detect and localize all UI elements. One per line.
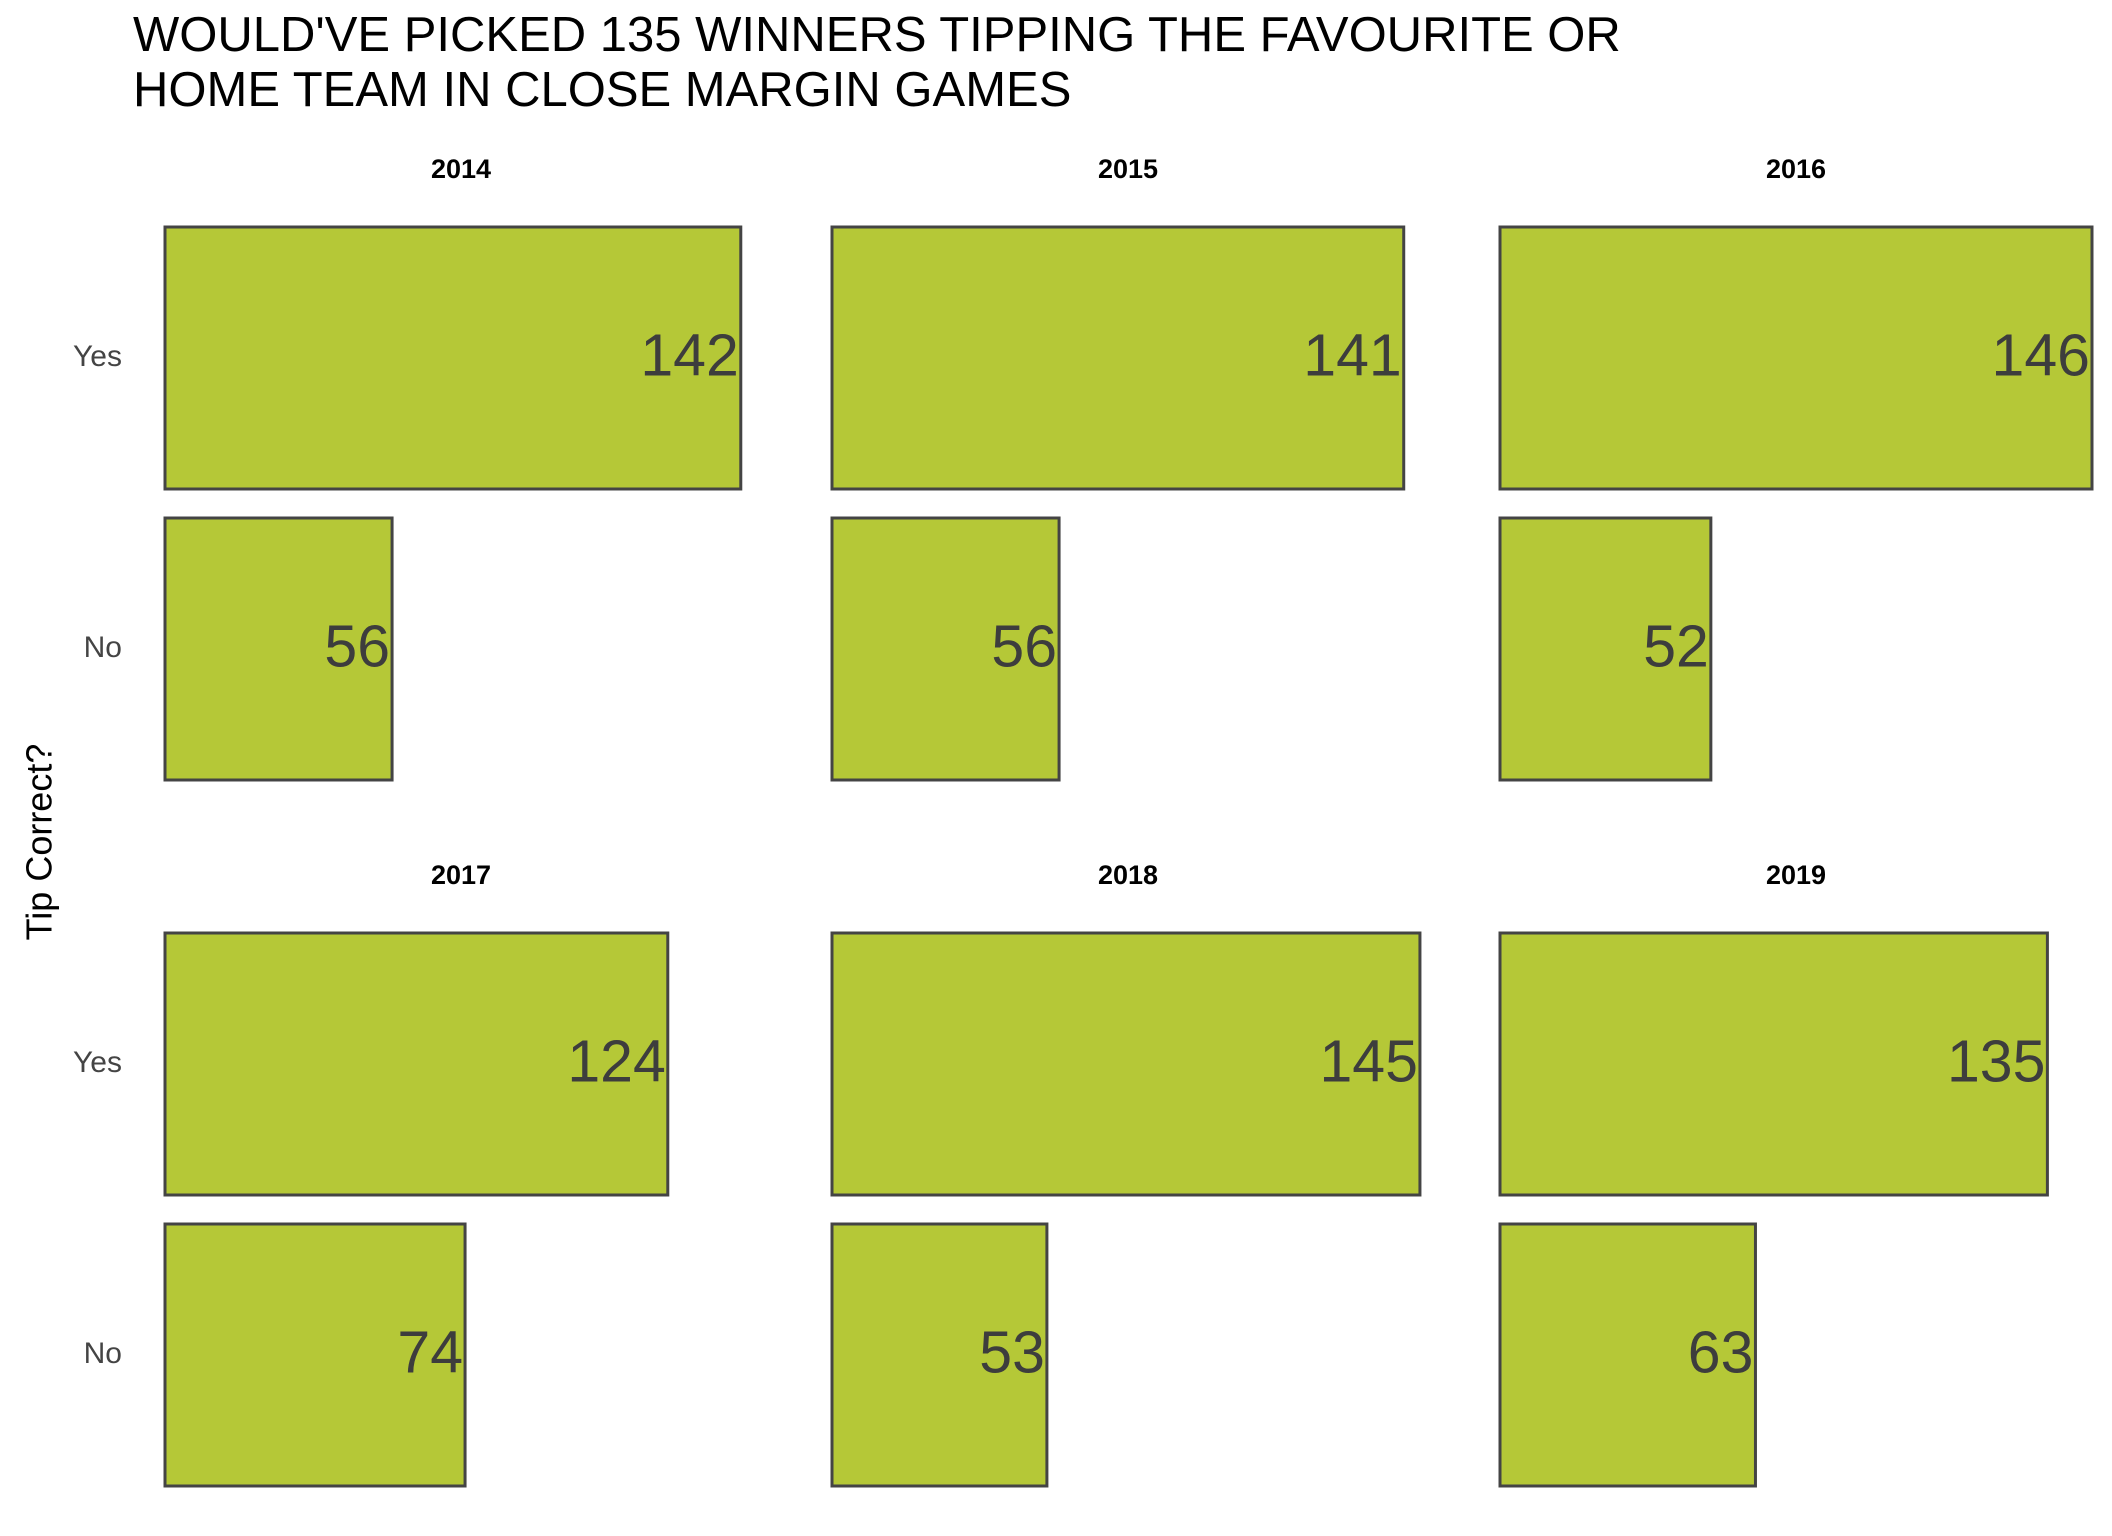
chart-title-line-1: WOULD'VE PICKED 135 WINNERS TIPPING THE … bbox=[133, 8, 1621, 62]
value-label-2017-yes: 124 bbox=[567, 1029, 665, 1095]
chart-title-line-2: HOME TEAM IN CLOSE MARGIN GAMES bbox=[133, 63, 1071, 117]
value-label-2018-yes: 145 bbox=[1319, 1029, 1417, 1095]
facet-title-2017: 2017 bbox=[431, 860, 491, 890]
category-label-yes: Yes bbox=[73, 340, 122, 373]
value-label-2015-yes: 141 bbox=[1303, 323, 1401, 389]
bar-2014-yes bbox=[163, 225, 743, 491]
value-label-2018-no: 53 bbox=[979, 1320, 1045, 1386]
value-label-2016-no: 52 bbox=[1643, 614, 1709, 680]
value-label-2019-no: 63 bbox=[1688, 1320, 1754, 1386]
bar-2018-yes bbox=[830, 931, 1422, 1197]
facet-title-2019: 2019 bbox=[1766, 860, 1826, 890]
category-label-no: No bbox=[84, 631, 122, 664]
bar-2015-no bbox=[830, 516, 1061, 782]
category-label-yes: Yes bbox=[73, 1046, 122, 1079]
value-label-2016-yes: 146 bbox=[1992, 323, 2090, 389]
facet-panels: 2014 Yes 142 No 56 2015 141 56 2016 146 52 2017 Yes 1… bbox=[73, 154, 2094, 1488]
bar-2014-no bbox=[163, 516, 394, 782]
bar-2016-no bbox=[1498, 516, 1713, 782]
value-label-2014-yes: 142 bbox=[640, 323, 738, 389]
bar-2016-yes bbox=[1498, 225, 2094, 491]
value-label-2017-no: 74 bbox=[397, 1320, 463, 1386]
value-label-2014-no: 56 bbox=[324, 614, 390, 680]
y-axis-title: Tip Correct? bbox=[19, 744, 60, 941]
facet-title-2018: 2018 bbox=[1098, 860, 1158, 890]
category-label-no: No bbox=[84, 1337, 122, 1370]
facet-title-2015: 2015 bbox=[1098, 154, 1158, 184]
bar-2019-yes bbox=[1498, 931, 2049, 1197]
bar-2017-yes bbox=[163, 931, 670, 1197]
value-label-2019-yes: 135 bbox=[1947, 1029, 2045, 1095]
bar-2019-no bbox=[1498, 1222, 1757, 1488]
value-label-2015-no: 56 bbox=[991, 614, 1057, 680]
bar-2018-no bbox=[830, 1222, 1049, 1488]
bar-2015-yes bbox=[830, 225, 1406, 491]
facet-title-2014: 2014 bbox=[431, 154, 491, 184]
facet-title-2016: 2016 bbox=[1766, 154, 1826, 184]
bar-2017-no bbox=[163, 1222, 467, 1488]
